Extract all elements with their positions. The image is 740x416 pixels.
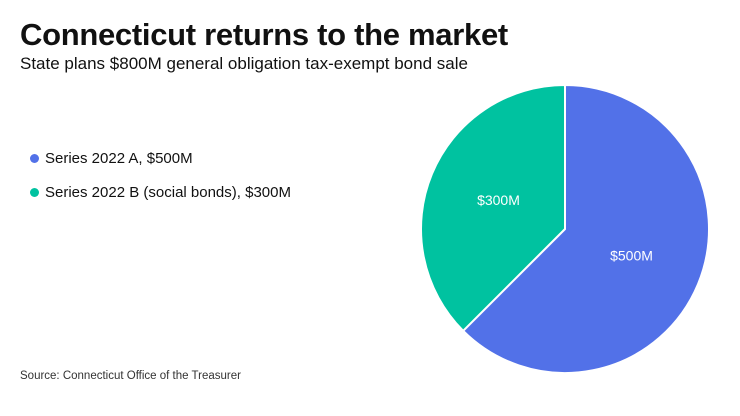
legend-swatch-series-b (30, 187, 39, 197)
legend-label-series-b: Series 2022 B (social bonds), $300M (45, 183, 291, 201)
slice-label-series-b: $300M (477, 192, 520, 208)
chart-subtitle: State plans $800M general obligation tax… (20, 54, 468, 73)
pie-slice-series-b (420, 84, 566, 332)
legend-item-series-b: Series 2022 B (social bonds), $300M (30, 181, 291, 203)
chart-title: Connecticut returns to the market (20, 17, 508, 52)
legend-swatch-series-a (30, 153, 39, 163)
pie-slice-series-a (462, 84, 710, 374)
source-note: Source: Connecticut Office of the Treasu… (20, 370, 241, 382)
legend-item-series-a: Series 2022 A, $500M (30, 147, 291, 169)
pie-slices: $500M $300M (420, 84, 710, 374)
legend: Series 2022 A, $500M Series 2022 B (soci… (30, 147, 291, 215)
slice-label-series-a: $500M (610, 247, 653, 263)
legend-label-series-a: Series 2022 A, $500M (45, 149, 193, 167)
